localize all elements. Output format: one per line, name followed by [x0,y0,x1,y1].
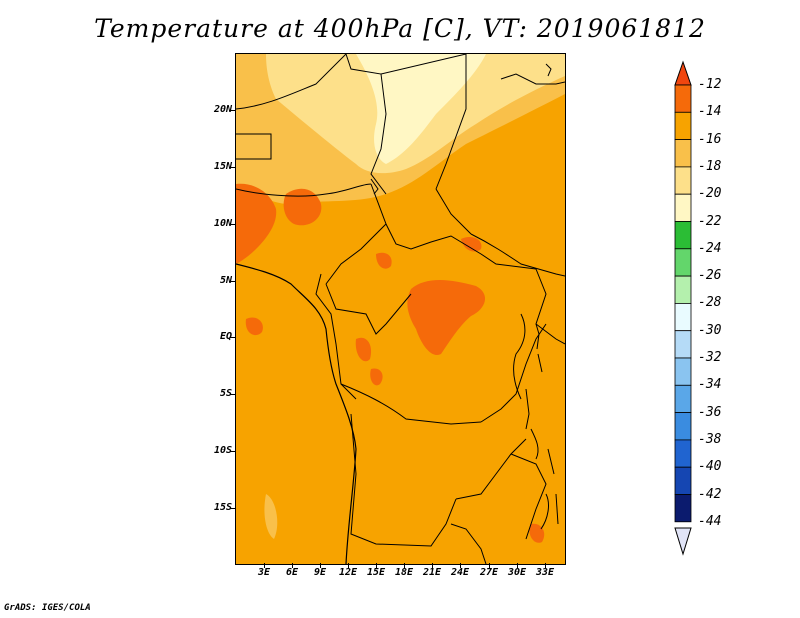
lat-label-eq: EQ [219,331,232,342]
colorbar-segment [674,330,692,359]
colorbar-label: -12 [698,77,722,92]
lat-label-15n: 15N [213,161,232,172]
warm-patch-gabon [245,317,263,336]
lon-tick [376,563,377,568]
lat-tick [230,224,235,225]
colorbar-label: -32 [698,350,722,365]
lon-label-18e: 18E [394,567,414,578]
colorbar-segment [674,111,692,140]
lon-tick [489,563,490,568]
colorbar-segment [674,494,692,523]
colorbar-label: -26 [698,268,722,284]
colorbar-label: -30 [698,322,722,338]
lon-label-12e: 12E [338,567,358,578]
temperature-map [235,53,566,565]
lat-tick [230,394,235,395]
warm-patch-c2 [370,368,383,386]
lon-tick [460,563,461,568]
lat-tick [230,281,235,282]
colorbar-top-arrow [674,60,692,86]
colorbar-segment [674,193,692,222]
lat-label-20n: 20N [213,104,232,115]
coastline [236,263,357,564]
lon-tick [432,563,433,568]
colorbar-label: -18 [698,158,722,174]
lon-tick [517,563,518,568]
lon-tick [545,563,546,568]
colorbar-segment [674,275,692,304]
lon-label-6e: 6E [285,567,299,578]
lon-tick [348,563,349,568]
colorbar-segment [674,412,692,441]
lon-tick [320,563,321,568]
lat-tick [230,451,235,452]
colorbar-segment [674,357,692,386]
colorbar [674,60,692,556]
lat-label-15s: 15S [213,502,232,513]
country-borders [236,54,565,564]
colorbar-segment [674,166,692,195]
colorbar-segment [674,439,692,468]
map-canvas [236,54,565,564]
colorbar-segment [674,384,692,413]
colorbar-label: -34 [698,377,722,393]
credit: GrADS: IGES/COLA [4,603,91,613]
lat-label-5s: 5S [219,388,232,399]
colorbar-label: -24 [698,240,722,256]
lakes [370,178,559,525]
lat-label-10s: 10S [213,445,232,456]
lon-label-3e: 3E [257,567,271,578]
lon-label-21e: 21E [422,567,442,578]
colorbar-label: -44 [698,513,722,529]
lat-tick [230,508,235,509]
colorbar-segments [674,84,692,523]
band-20 [356,54,486,164]
colorbar-label: -14 [698,104,722,120]
chart-title: Temperature at 400hPa [C], VT: 201906181… [94,14,706,43]
colorbar-segment [674,221,692,250]
warm-patch-c1 [355,337,372,362]
colorbar-segment [674,302,692,332]
warm-patch-se [529,523,545,543]
lon-label-33e: 33E [535,567,555,578]
colorbar-label: -36 [698,404,722,420]
lon-label-15e: 15E [366,567,386,578]
lat-label-5n: 5N [219,275,232,286]
lon-label-27e: 27E [479,567,499,578]
lon-label-9e: 9E [313,567,327,578]
colorbar-label: -28 [698,295,722,311]
warm-patch-car [461,237,482,252]
lon-tick [264,563,265,568]
colorbar-segment [674,466,692,495]
cool-patch-sw [264,494,278,539]
colorbar-segment [674,84,692,113]
lon-label-30e: 30E [507,567,527,578]
colorbar-label: -42 [698,486,722,502]
lon-tick [292,563,293,568]
warm-patch-congo [407,280,486,355]
colorbar-label: -22 [698,213,722,229]
lat-tick [230,337,235,338]
colorbar-label: -20 [698,186,722,202]
lat-tick [230,167,235,168]
lon-label-24e: 24E [450,567,470,578]
lon-tick [404,563,405,568]
warm-patch-west [236,183,277,264]
colorbar-segment [674,139,692,168]
colorbar-bottom-arrow [674,527,692,556]
lat-label-10n: 10N [213,218,232,229]
colorbar-label: -38 [698,431,722,447]
warm-patch-nigeria [283,188,322,226]
colorbar-segment [674,248,692,277]
colorbar-label: -16 [698,131,722,147]
warm-patch-small [376,252,392,269]
lat-tick [230,110,235,111]
colorbar-label: -40 [698,459,722,475]
